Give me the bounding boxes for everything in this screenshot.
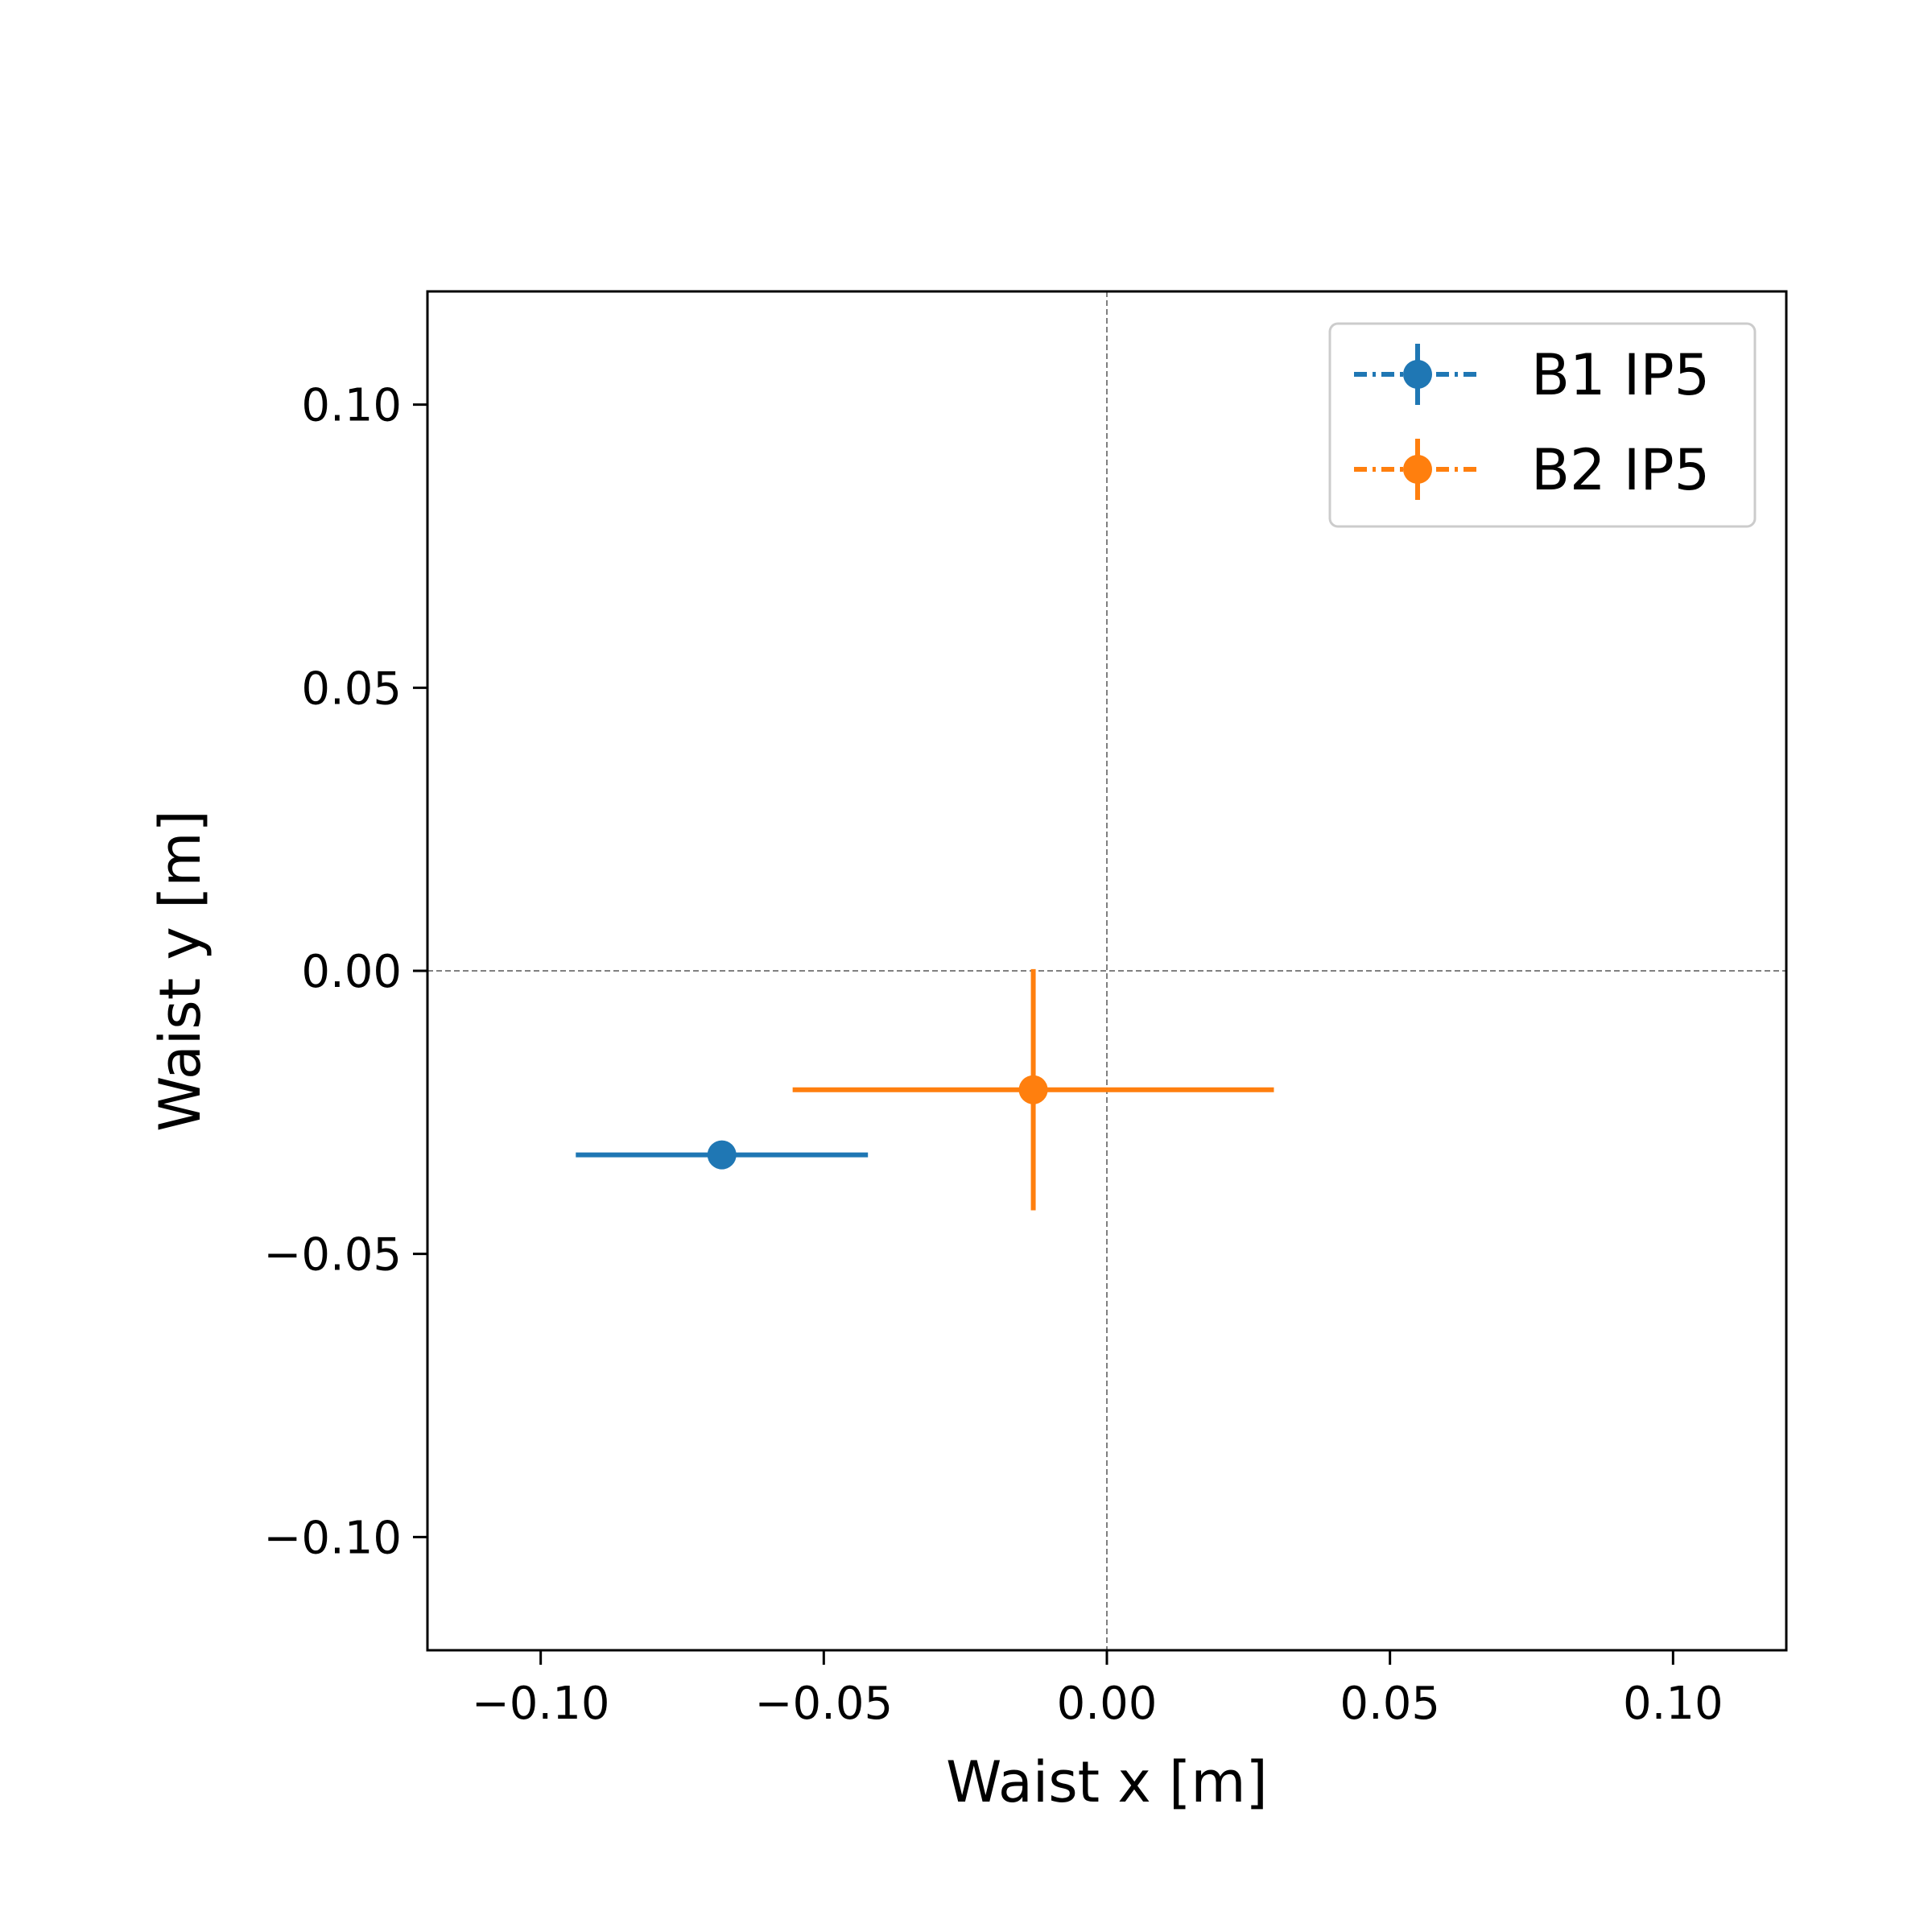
x-axis: −0.10 −0.05 0.00 0.05 0.10 (472, 1650, 1724, 1730)
x-axis-label: Waist x [m] (946, 1749, 1268, 1815)
y-tick-label: 0.00 (301, 946, 402, 998)
y-axis-label: Waist y [m] (147, 810, 213, 1132)
legend-marker (1403, 360, 1432, 389)
x-tick-label: −0.10 (472, 1678, 610, 1730)
x-tick-label: −0.05 (755, 1678, 894, 1730)
legend-label: B2 IP5 (1531, 437, 1710, 503)
reference-lines (427, 291, 1786, 1650)
y-axis: −0.10 −0.05 0.00 0.05 0.10 (263, 380, 427, 1564)
x-tick-label: 0.05 (1340, 1678, 1440, 1730)
y-tick-label: −0.10 (263, 1512, 402, 1564)
data-point (707, 1140, 737, 1170)
y-tick-label: −0.05 (263, 1229, 402, 1282)
x-tick-label: 0.00 (1057, 1678, 1158, 1730)
series-1 (576, 1140, 869, 1170)
y-tick-label: 0.10 (301, 380, 402, 432)
legend-entry-2: B2 IP5 (1354, 437, 1710, 503)
series-2 (792, 968, 1274, 1211)
x-tick-label: 0.10 (1623, 1678, 1724, 1730)
data-point (1018, 1075, 1048, 1104)
legend-entry-1: B1 IP5 (1354, 342, 1710, 408)
legend-marker (1403, 455, 1432, 484)
series-layer (576, 968, 1274, 1211)
legend: B1 IP5 B2 IP5 (1328, 322, 1757, 528)
y-tick-label: 0.05 (301, 663, 402, 715)
legend-label: B1 IP5 (1531, 342, 1710, 408)
